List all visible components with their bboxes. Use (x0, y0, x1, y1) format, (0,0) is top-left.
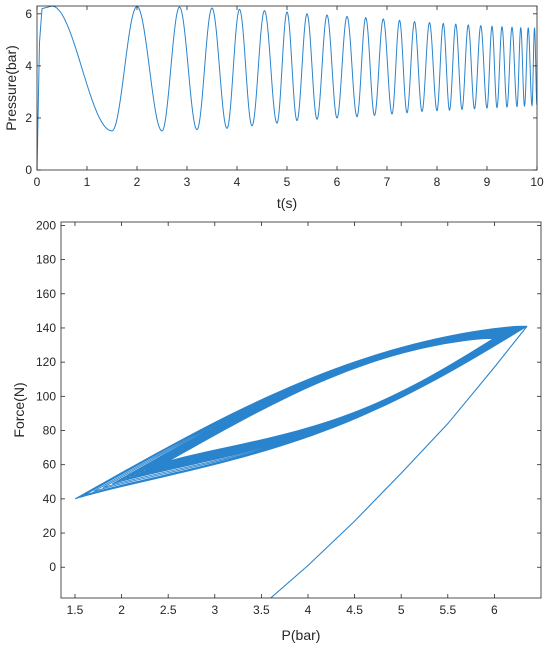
y-tick-label: 40 (43, 492, 57, 506)
force-loops-group (74, 325, 528, 598)
x-tick-label: 4 (234, 175, 241, 189)
x-tick-label: 5 (284, 175, 291, 189)
x-tick-label: 1 (84, 175, 91, 189)
bottom-x-ticks: 1.5 2 2.5 3 3.5 4 4.5 5 5.5 6 (67, 222, 498, 617)
y-tick-label: 0 (25, 163, 32, 177)
bottom-axes-box (60, 221, 542, 599)
bottom-x-axis-label: P(bar) (282, 627, 321, 643)
x-tick-label: 2 (134, 175, 141, 189)
pressure-line (36, 5, 538, 171)
y-tick-label: 20 (43, 526, 57, 540)
top-x-ticks: 0 1 2 3 4 5 6 7 8 9 10 (34, 6, 544, 189)
force-hysteresis-loops (74, 325, 528, 500)
bottom-y-axis-label: Force(N) (11, 382, 27, 437)
x-tick-label: 3 (184, 175, 191, 189)
bottom-y-ticks: 0 20 40 60 80 100 120 140 160 180 200 (36, 218, 541, 574)
top-y-axis-label: Pressure(bar) (3, 45, 19, 131)
x-tick-label: 0 (34, 175, 41, 189)
y-tick-label: 100 (36, 389, 56, 403)
x-tick-label: 2.5 (160, 603, 177, 617)
x-tick-label: 9 (484, 175, 491, 189)
x-tick-label: 3.5 (253, 603, 270, 617)
x-tick-label: 3 (211, 603, 218, 617)
x-tick-label: 7 (384, 175, 391, 189)
force-pressure-chart: 1.5 2 2.5 3 3.5 4 4.5 5 5.5 6 0 20 40 60 80 100 120 140 1… (11, 218, 542, 643)
x-tick-label: 8 (434, 175, 441, 189)
top-y-ticks: 0 2 4 6 (25, 7, 537, 177)
y-tick-label: 120 (36, 355, 56, 369)
top-x-axis-label: t(s) (277, 195, 297, 211)
y-tick-label: 6 (25, 7, 32, 21)
x-tick-label: 2 (118, 603, 125, 617)
pressure-time-chart: 0 1 2 3 4 5 6 7 8 9 10 0 2 4 6 t(s) Pressure(bar) (3, 5, 544, 211)
x-tick-label: 4.5 (346, 603, 363, 617)
y-tick-label: 140 (36, 321, 56, 335)
y-tick-label: 4 (25, 59, 32, 73)
y-tick-label: 180 (36, 253, 56, 267)
x-tick-label: 1.5 (67, 603, 84, 617)
y-tick-label: 2 (25, 111, 32, 125)
pressure-line-series (36, 5, 538, 171)
x-tick-label: 10 (530, 175, 544, 189)
y-tick-label: 60 (43, 458, 57, 472)
x-tick-label: 6 (491, 603, 498, 617)
force-initial-curve (270, 325, 528, 598)
x-tick-label: 4 (305, 603, 312, 617)
force-line-series (74, 325, 528, 598)
y-tick-label: 0 (49, 560, 56, 574)
x-tick-label: 5.5 (439, 603, 456, 617)
x-tick-label: 6 (334, 175, 341, 189)
y-tick-label: 160 (36, 287, 56, 301)
x-tick-label: 5 (398, 603, 405, 617)
y-tick-label: 80 (43, 424, 57, 438)
y-tick-label: 200 (36, 218, 56, 232)
